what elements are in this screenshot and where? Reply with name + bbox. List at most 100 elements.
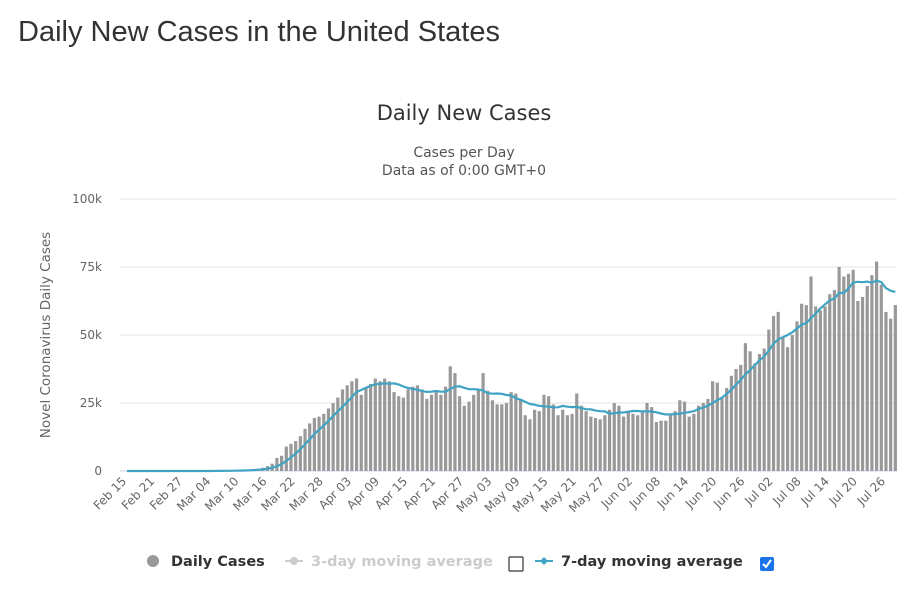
bar-daily-cases[interactable] xyxy=(354,378,359,471)
bar-daily-cases[interactable] xyxy=(551,404,555,471)
bar-daily-cases[interactable] xyxy=(336,397,340,471)
bar-daily-cases[interactable] xyxy=(401,397,406,471)
bar-daily-cases[interactable] xyxy=(762,348,766,471)
bar-daily-cases[interactable] xyxy=(509,392,513,471)
bar-daily-cases[interactable] xyxy=(443,386,448,471)
bar-daily-cases[interactable] xyxy=(692,413,696,471)
bar-daily-cases[interactable] xyxy=(725,388,729,471)
bar-daily-cases[interactable] xyxy=(350,381,354,471)
bar-daily-cases[interactable] xyxy=(711,381,715,471)
legend-3day-average[interactable]: 3-day moving average xyxy=(285,554,493,570)
bar-daily-cases[interactable] xyxy=(696,405,701,471)
line-7day-average[interactable] xyxy=(127,279,896,473)
bar-daily-cases[interactable] xyxy=(275,457,279,471)
bar-daily-cases[interactable] xyxy=(706,398,710,471)
bar-daily-cases[interactable] xyxy=(828,294,832,471)
bar-daily-cases[interactable] xyxy=(579,405,584,471)
bar-daily-cases[interactable] xyxy=(809,276,813,471)
bar-daily-cases[interactable] xyxy=(734,369,738,471)
checkbox-7day-average[interactable] xyxy=(760,557,774,571)
bar-daily-cases[interactable] xyxy=(865,286,869,471)
bar-daily-cases[interactable] xyxy=(851,269,855,471)
bar-daily-cases[interactable] xyxy=(495,404,499,471)
checkbox-3day-average[interactable] xyxy=(508,556,524,572)
bar-daily-cases[interactable] xyxy=(823,306,827,471)
bar-daily-cases[interactable] xyxy=(814,306,818,471)
bar-daily-cases[interactable] xyxy=(420,389,424,471)
bar-daily-cases[interactable] xyxy=(875,261,879,471)
bar-daily-cases[interactable] xyxy=(870,275,874,471)
bar-daily-cases[interactable] xyxy=(636,415,640,471)
bar-daily-cases[interactable] xyxy=(439,394,443,471)
bar-daily-cases[interactable] xyxy=(518,400,523,471)
bar-daily-cases[interactable] xyxy=(607,409,612,471)
bar-daily-cases[interactable] xyxy=(308,423,312,471)
bar-daily-cases[interactable] xyxy=(842,276,846,471)
bar-daily-cases[interactable] xyxy=(715,382,719,471)
bar-daily-cases[interactable] xyxy=(818,310,822,471)
bar-daily-cases[interactable] xyxy=(631,413,635,471)
bar-daily-cases[interactable] xyxy=(603,415,607,471)
bar-daily-cases[interactable] xyxy=(481,373,485,471)
bar-daily-cases[interactable] xyxy=(345,385,349,471)
bar-daily-cases[interactable] xyxy=(673,411,677,471)
bar-daily-cases[interactable] xyxy=(767,329,771,471)
bar-daily-cases[interactable] xyxy=(392,392,396,471)
bar-daily-cases[interactable] xyxy=(598,419,602,471)
bar-daily-cases[interactable] xyxy=(303,428,307,471)
bar-daily-cases[interactable] xyxy=(593,417,598,471)
bar-daily-cases[interactable] xyxy=(298,436,302,471)
bar-daily-cases[interactable] xyxy=(387,381,391,471)
bar-daily-cases[interactable] xyxy=(739,364,743,471)
bar-daily-cases[interactable] xyxy=(331,403,335,471)
bar-daily-cases[interactable] xyxy=(556,415,560,471)
bar-daily-cases[interactable] xyxy=(359,394,363,471)
bar-daily-cases[interactable] xyxy=(523,415,527,471)
bar-daily-cases[interactable] xyxy=(701,403,705,471)
bar-daily-cases[interactable] xyxy=(879,284,883,471)
bar-daily-cases[interactable] xyxy=(467,401,471,471)
bar-daily-cases[interactable] xyxy=(453,373,457,471)
bar-daily-cases[interactable] xyxy=(486,390,490,471)
bar-daily-cases[interactable] xyxy=(860,296,865,471)
bar-daily-cases[interactable] xyxy=(622,416,626,471)
bar-daily-cases[interactable] xyxy=(837,267,841,471)
bar-daily-cases[interactable] xyxy=(284,446,288,471)
bar-daily-cases[interactable] xyxy=(504,403,509,471)
bar-daily-cases[interactable] xyxy=(612,403,616,471)
bar-daily-cases[interactable] xyxy=(654,422,659,471)
bar-daily-cases[interactable] xyxy=(425,398,429,471)
bar-daily-cases[interactable] xyxy=(729,375,733,471)
bar-daily-cases[interactable] xyxy=(626,412,630,471)
bar-daily-cases[interactable] xyxy=(757,354,762,471)
bar-daily-cases[interactable] xyxy=(800,303,804,471)
bar-daily-cases[interactable] xyxy=(650,407,654,471)
bar-daily-cases[interactable] xyxy=(528,419,532,471)
bar-daily-cases[interactable] xyxy=(668,413,673,471)
bar-daily-cases[interactable] xyxy=(790,335,794,471)
bar-daily-cases[interactable] xyxy=(462,405,466,471)
bar-daily-cases[interactable] xyxy=(429,394,434,471)
bar-daily-cases[interactable] xyxy=(406,389,410,471)
bar-daily-cases[interactable] xyxy=(678,400,682,471)
bar-daily-cases[interactable] xyxy=(415,385,420,471)
bar-daily-cases[interactable] xyxy=(317,416,321,471)
bar-daily-cases[interactable] xyxy=(575,393,579,471)
bar-daily-cases[interactable] xyxy=(472,394,476,471)
bar-daily-cases[interactable] xyxy=(537,411,541,471)
bar-daily-cases[interactable] xyxy=(584,411,588,471)
bar-daily-cases[interactable] xyxy=(411,386,415,471)
bar-daily-cases[interactable] xyxy=(294,441,298,471)
bar-daily-cases[interactable] xyxy=(570,413,574,471)
bar-daily-cases[interactable] xyxy=(514,393,518,471)
bar-daily-cases[interactable] xyxy=(448,366,452,471)
bar-daily-cases[interactable] xyxy=(364,388,368,471)
bar-daily-cases[interactable] xyxy=(659,420,663,471)
bar-daily-cases[interactable] xyxy=(795,321,799,471)
bar-daily-cases[interactable] xyxy=(640,412,644,471)
bar-daily-cases[interactable] xyxy=(776,311,780,471)
bar-daily-cases[interactable] xyxy=(532,409,537,471)
bar-daily-cases[interactable] xyxy=(889,318,893,471)
bar-daily-cases[interactable] xyxy=(893,305,897,471)
bar-daily-cases[interactable] xyxy=(378,381,382,471)
